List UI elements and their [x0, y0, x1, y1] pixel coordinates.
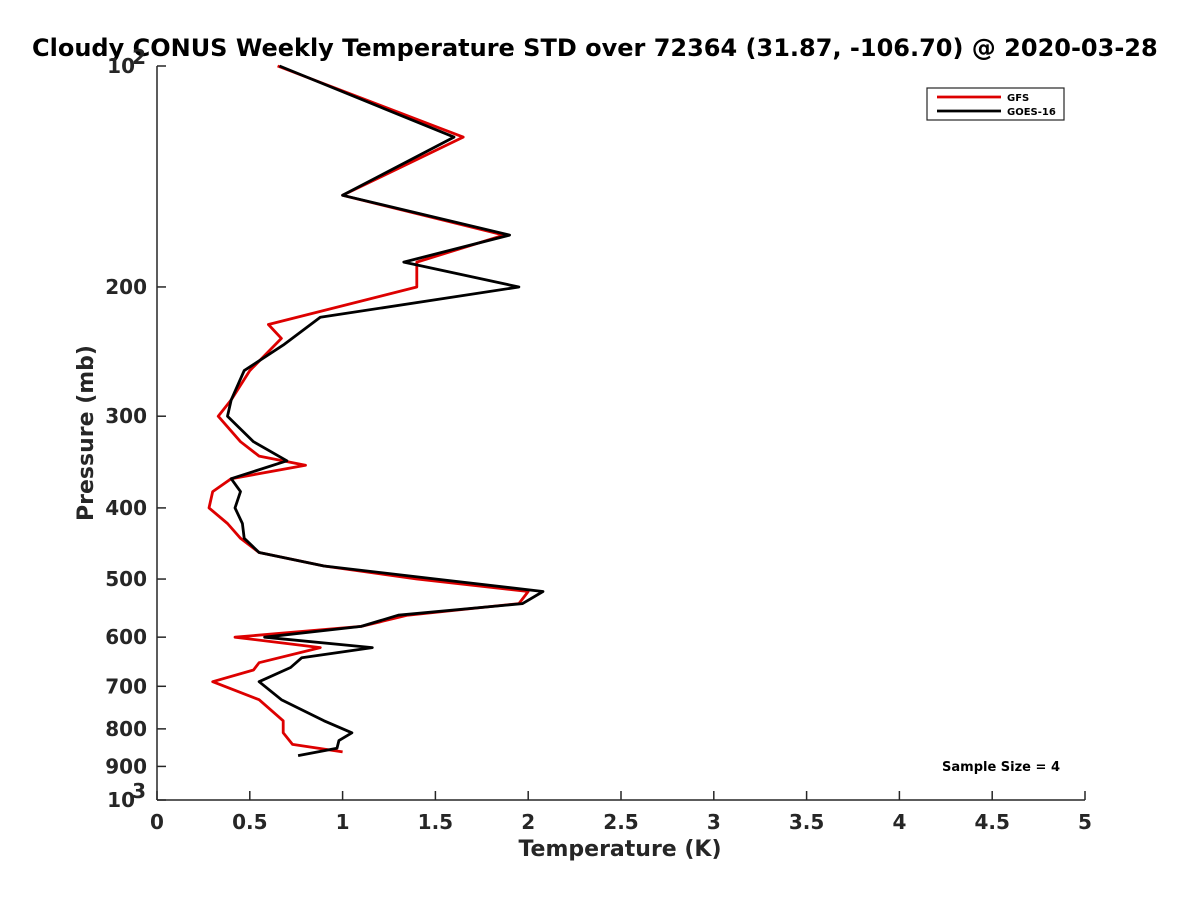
x-axis-ticks: 0 0.5 1 1.5 2 2.5 3 3.5 4 4.5 5 — [150, 791, 1092, 834]
series-layer — [207, 64, 545, 757]
legend-label-gfs: GFS — [1007, 93, 1029, 104]
y-tick-label: 10 — [107, 54, 135, 78]
plot-area: 0 0.5 1 1.5 2 2.5 3 3.5 4 4.5 5 102200300400500600… — [105, 45, 1092, 834]
x-tick-label: 3 — [707, 810, 721, 834]
y-axis-label: Pressure (mb) — [74, 345, 99, 521]
x-tick-label: 4.5 — [974, 810, 1009, 834]
y-tick-label: 400 — [105, 496, 147, 520]
y-tick-label: 500 — [105, 567, 147, 591]
y-tick-label: 300 — [105, 404, 147, 428]
chart-title: Cloudy CONUS Weekly Temperature STD over… — [32, 34, 1158, 62]
legend-box — [926, 87, 1065, 121]
legend: GFS GOES-16 — [926, 87, 1065, 121]
series-line-gfs — [207, 64, 530, 754]
series-line-goes-16 — [226, 64, 545, 757]
y-tick-label: 200 — [105, 275, 147, 299]
x-tick-label: 3.5 — [789, 810, 824, 834]
x-tick-label: 4 — [892, 810, 906, 834]
y-tick-label: 10 — [107, 788, 135, 812]
y-tick-label: 900 — [105, 754, 147, 778]
x-tick-label: 2 — [521, 810, 535, 834]
sample-size-annotation: Sample Size = 4 — [942, 760, 1060, 775]
y-tick-label: 700 — [105, 674, 147, 698]
y-tick-label: 800 — [105, 717, 147, 741]
y-tick-exponent: 3 — [132, 779, 146, 803]
x-tick-label: 2.5 — [603, 810, 638, 834]
x-tick-label: 0 — [150, 810, 164, 834]
y-tick-label: 600 — [105, 625, 147, 649]
legend-label-goes-16: GOES-16 — [1007, 107, 1056, 118]
x-tick-label: 1.5 — [418, 810, 453, 834]
x-tick-label: 0.5 — [232, 810, 267, 834]
x-axis-label: Temperature (K) — [518, 837, 721, 862]
x-tick-label: 5 — [1078, 810, 1092, 834]
x-tick-label: 1 — [336, 810, 350, 834]
y-tick-exponent: 2 — [132, 45, 146, 69]
